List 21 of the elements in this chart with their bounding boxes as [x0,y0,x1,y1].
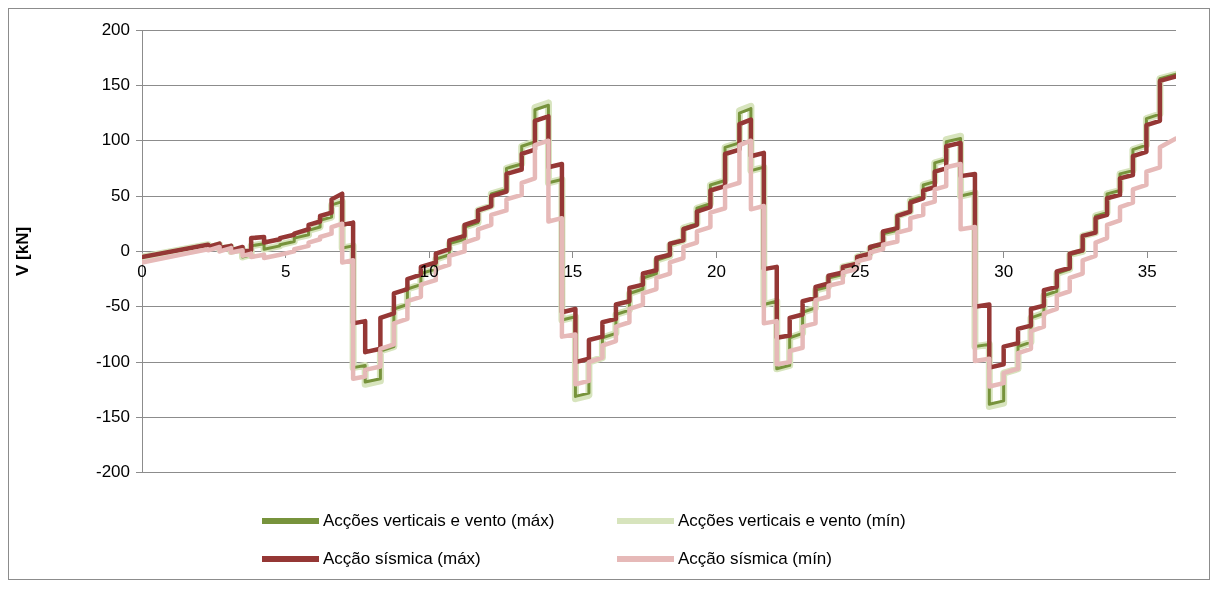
legend-label: Acções verticais e vento (mín) [678,511,906,531]
legend-label: Acção sísmica (máx) [323,549,481,569]
y-tick-label: 0 [120,241,130,261]
y-tick-label: 50 [111,185,130,205]
x-tick-label: 35 [1137,261,1157,281]
y-tick-label: 150 [101,75,130,95]
y-tick-label: 200 [101,19,130,39]
legend-label: Acções verticais e vento (máx) [323,511,555,531]
x-tick-label: 20 [706,261,726,281]
y-tick-label: -150 [95,407,130,427]
y-tick-label: 100 [101,130,130,150]
x-tick-label: 15 [563,261,583,281]
x-tick-label: 0 [137,261,147,281]
x-tick-label: 25 [850,261,870,281]
x-tick-label: 5 [280,261,291,281]
x-tick-label: 30 [994,261,1014,281]
y-tick-label: -200 [95,462,130,482]
y-tick-label: -100 [95,351,130,371]
y-axis-title: V [kN] [12,226,32,276]
legend-label: Acção sísmica (mín) [678,549,832,569]
y-tick-label: -50 [105,296,130,316]
